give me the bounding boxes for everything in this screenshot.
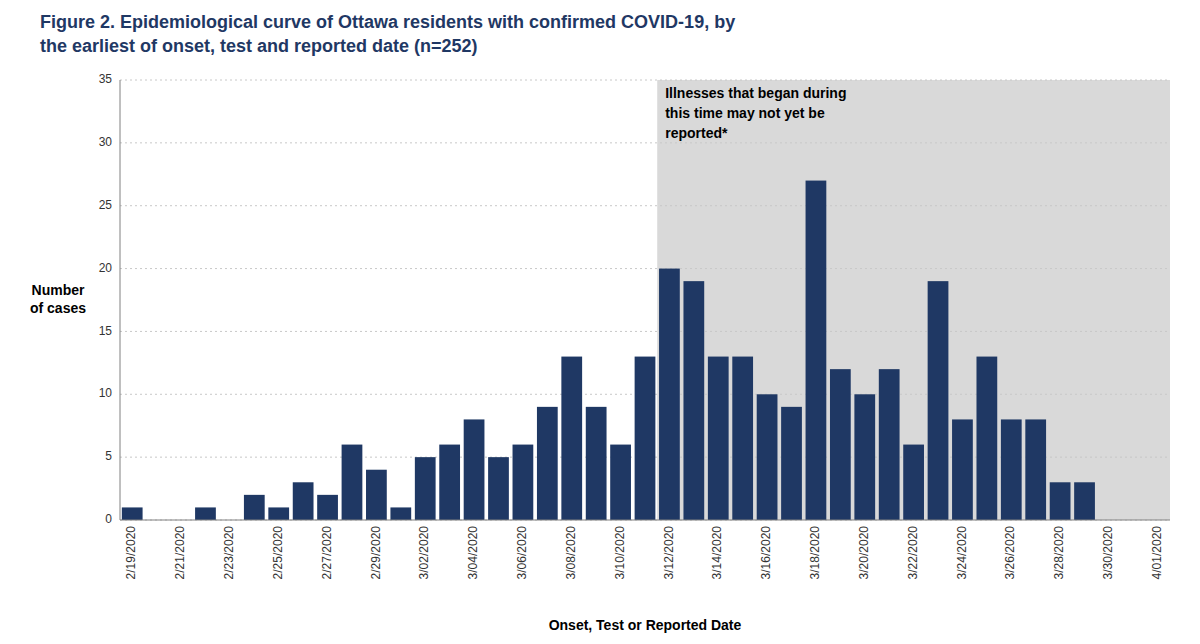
grid-line: [120, 142, 1170, 143]
x-tick-label: 3/26/2020: [1003, 526, 1017, 580]
x-tick-label: 3/14/2020: [710, 526, 724, 580]
y-axis-label: Number of cases: [30, 282, 86, 316]
bar: [122, 507, 143, 520]
x-tick-label: 3/28/2020: [1052, 526, 1066, 580]
text-line: reported*: [665, 125, 728, 141]
bar: [244, 495, 265, 520]
bar: [439, 445, 460, 520]
x-tick-label: 2/29/2020: [369, 526, 383, 580]
x-tick-label: 2/21/2020: [173, 526, 187, 580]
bar: [537, 407, 558, 520]
bar: [268, 507, 289, 520]
title: Figure 2. Epidemiological curve of Ottaw…: [40, 12, 735, 56]
bars: [122, 181, 1095, 520]
bar: [659, 269, 680, 520]
x-tick-label: 3/02/2020: [417, 526, 431, 580]
x-tick-label: 3/22/2020: [906, 526, 920, 580]
bar: [928, 281, 949, 520]
text-line: of cases: [30, 300, 86, 316]
x-tick-label: 3/16/2020: [759, 526, 773, 580]
y-tick-label: 5: [105, 449, 112, 463]
x-tick-label: 3/10/2020: [613, 526, 627, 580]
x-tick-label: 3/12/2020: [662, 526, 676, 580]
x-tick-label: 2/19/2020: [124, 526, 138, 580]
text-line: the earliest of onset, test and reported…: [40, 36, 478, 56]
y-axis-line: [120, 80, 121, 520]
x-tick-label: 3/18/2020: [808, 526, 822, 580]
y-tick-label: 15: [99, 324, 113, 338]
annotation: Illnesses that began during this time may…: [665, 85, 846, 141]
x-tick-label: 3/08/2020: [564, 526, 578, 580]
bar: [903, 445, 924, 520]
text-line: Number: [32, 282, 85, 298]
bar: [293, 482, 314, 520]
text-line: this time may not yet be: [665, 105, 825, 121]
bar: [757, 394, 778, 520]
x-axis-line: [120, 520, 1170, 521]
bar: [488, 457, 509, 520]
bar: [635, 357, 656, 520]
x-tick-label: 2/23/2020: [222, 526, 236, 580]
bar: [879, 369, 900, 520]
bar: [390, 507, 411, 520]
bar: [561, 357, 582, 520]
y-tick-label: 30: [99, 135, 113, 149]
bar: [1074, 482, 1095, 520]
bar: [366, 470, 387, 520]
x-tick-label: 3/24/2020: [955, 526, 969, 580]
x-tick-label: 3/04/2020: [466, 526, 480, 580]
bar: [1025, 419, 1046, 520]
grid-line: [120, 520, 1170, 521]
text-line: Figure 2. Epidemiological curve of Ottaw…: [40, 12, 735, 32]
bar: [854, 394, 875, 520]
bar: [195, 507, 216, 520]
bar: [415, 457, 436, 520]
y-tick-label: 35: [99, 72, 113, 86]
bar: [342, 445, 363, 520]
x-tick-label: 2/25/2020: [271, 526, 285, 580]
bar: [513, 445, 534, 520]
shaded-region: [657, 80, 1170, 520]
y-tick-label: 10: [99, 386, 113, 400]
bar: [781, 407, 802, 520]
x-tick-label: 3/06/2020: [515, 526, 529, 580]
grid-line: [120, 268, 1170, 269]
bar: [1050, 482, 1071, 520]
y-tick-label: 0: [105, 512, 112, 526]
bar: [586, 407, 607, 520]
x-tick-label: 3/20/2020: [857, 526, 871, 580]
grid-line: [120, 205, 1170, 206]
chart: 0 5 10 15 20 25 30 35 2/19/2020 2/21/2020 2/23/202…: [0, 0, 1200, 644]
y-tick-label: 25: [99, 198, 113, 212]
grid-line: [120, 80, 1170, 81]
bar: [1001, 419, 1022, 520]
x-axis-label: Onset, Test or Reported Date: [549, 617, 742, 633]
bar: [610, 445, 631, 520]
bar: [317, 495, 338, 520]
x-tick-label: 2/27/2020: [320, 526, 334, 580]
bar: [976, 357, 997, 520]
grid-line: [120, 331, 1170, 332]
bar: [683, 281, 704, 520]
bar: [806, 181, 827, 520]
text-line: Illnesses that began during: [665, 85, 846, 101]
bar: [732, 357, 753, 520]
x-tick-label: 3/30/2020: [1101, 526, 1115, 580]
bar: [464, 419, 485, 520]
y-tick-label: 20: [99, 261, 113, 275]
bar: [708, 357, 729, 520]
bar: [952, 419, 973, 520]
bar: [830, 369, 851, 520]
x-tick-label: 4/01/2020: [1150, 526, 1164, 580]
